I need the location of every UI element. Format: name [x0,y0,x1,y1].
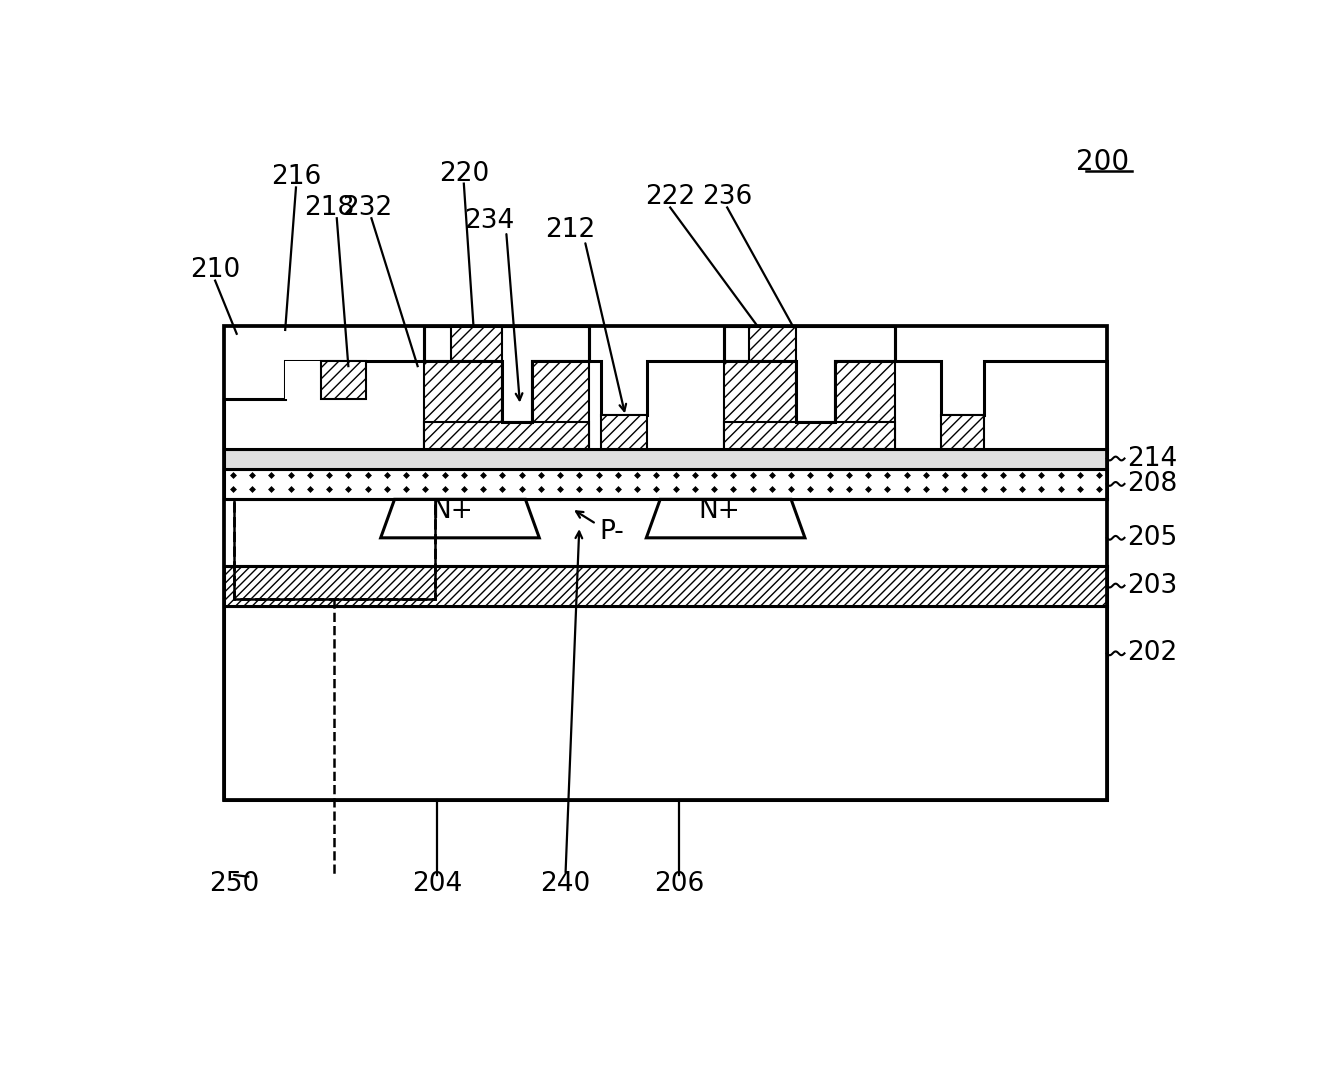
Text: 220: 220 [439,161,489,187]
Polygon shape [424,423,590,450]
Text: 240: 240 [540,871,591,897]
Text: 208: 208 [1128,471,1178,497]
Text: 206: 206 [654,871,705,897]
Text: 222: 222 [645,185,696,211]
Polygon shape [600,415,647,450]
Text: 212: 212 [545,217,595,243]
Polygon shape [724,361,796,450]
Polygon shape [424,361,502,450]
Text: 210: 210 [189,257,240,283]
Polygon shape [646,499,804,538]
Bar [223,450,1107,468]
Text: 202: 202 [1128,640,1178,666]
Text: 203: 203 [1128,573,1178,599]
Polygon shape [321,361,367,399]
Bar [235,499,435,600]
Text: 218: 218 [304,196,355,222]
Bar [235,499,435,600]
Bar [223,566,1107,605]
Text: 234: 234 [465,208,514,233]
Polygon shape [835,361,894,450]
Text: 205: 205 [1128,524,1178,551]
Text: 204: 204 [412,871,462,897]
Bar [223,326,1107,450]
Text: 214: 214 [1128,445,1178,471]
Text: P-: P- [599,519,624,545]
Polygon shape [749,326,796,361]
Bar [223,468,1107,499]
Text: 236: 236 [702,185,752,211]
Text: 232: 232 [342,196,392,222]
Polygon shape [380,499,540,538]
Polygon shape [223,326,1107,450]
Polygon shape [532,361,590,450]
Bar [223,499,1107,566]
Text: 216: 216 [271,164,321,190]
Polygon shape [223,361,321,399]
Bar [223,605,1107,800]
Text: N+: N+ [698,498,740,524]
Polygon shape [724,423,894,450]
Polygon shape [941,415,983,450]
Bar [223,326,1107,800]
Text: 200: 200 [1076,148,1129,176]
Text: N+: N+ [431,498,473,524]
Text: 250: 250 [210,871,259,897]
Polygon shape [451,326,502,361]
